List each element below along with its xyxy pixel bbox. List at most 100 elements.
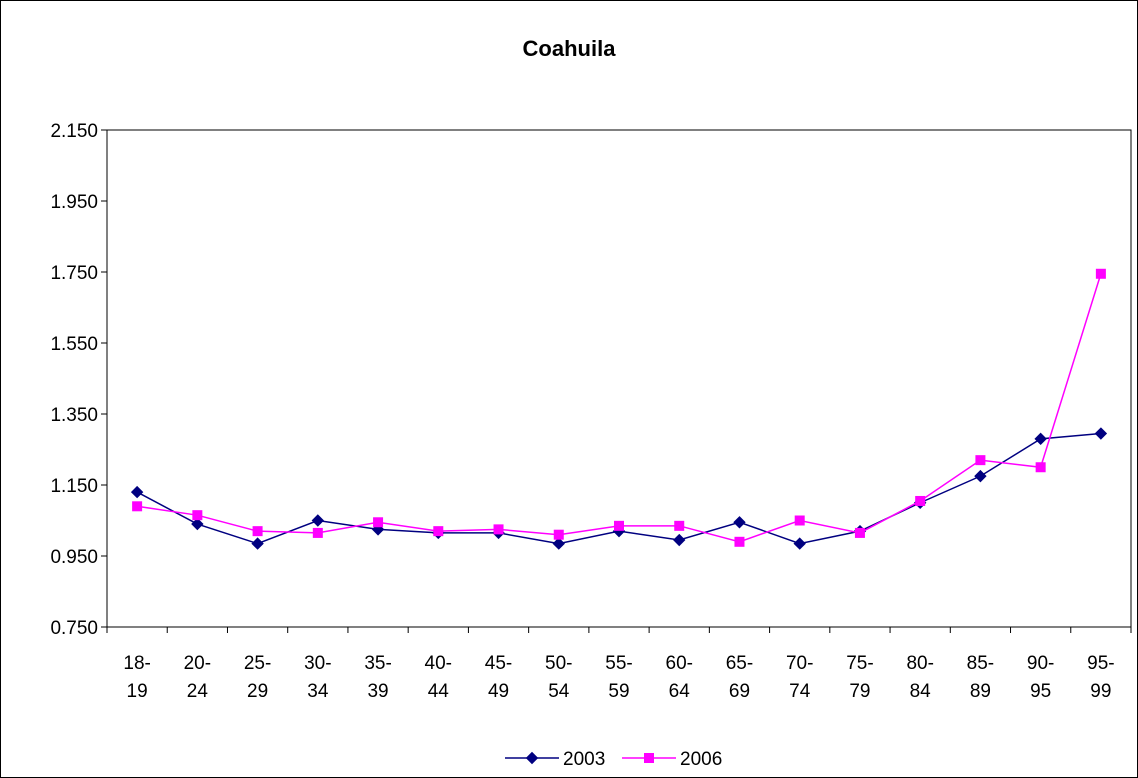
x-tick-label-line: 70-: [786, 653, 813, 674]
x-tick-label-line: 24: [187, 681, 209, 702]
series-point: [975, 455, 986, 466]
x-tick-label-line: 30-: [304, 653, 331, 674]
series-point: [1095, 268, 1106, 279]
x-tick-label-line: 85-: [967, 653, 994, 674]
x-tick-label: 90-95: [1027, 653, 1054, 702]
x-tick-label: 35-39: [364, 653, 391, 702]
legend: 2003 2006: [505, 749, 722, 770]
series-point: [132, 501, 143, 512]
x-tick-label-line: 59: [608, 681, 629, 702]
series-point: [433, 526, 444, 537]
x-tick-label: 85-89: [967, 653, 994, 702]
series-point: [734, 536, 745, 547]
legend-item-2003: 2003: [505, 749, 605, 770]
series-point: [794, 515, 805, 526]
series-point: [793, 537, 806, 550]
x-tick-label-line: 29: [247, 681, 268, 702]
y-tick-label: 0.950: [50, 547, 98, 568]
series-point: [674, 520, 685, 531]
x-tick-label-line: 44: [428, 681, 450, 702]
series-2006: [132, 268, 1106, 547]
axes: [106, 129, 1132, 628]
series-point: [130, 485, 144, 499]
y-tick-label: 1.950: [50, 192, 98, 213]
series-point: [614, 520, 624, 531]
x-tick-label-line: 75-: [846, 653, 873, 674]
series-point: [191, 517, 204, 531]
y-axis-ticks: 0.750 0.950 1.150 1.350 1.550 1.750 1.950 2.150: [50, 121, 107, 639]
x-tick-label-line: 34: [307, 681, 329, 702]
x-tick-label: 55-59: [605, 653, 632, 702]
series-point: [1034, 432, 1047, 446]
x-axis-ticks: 18-1920-2425-2930-3435-3940-4445-4950-54…: [106, 627, 1132, 702]
x-tick-label-line: 65-: [726, 653, 753, 674]
x-tick-label-line: 39: [367, 681, 388, 702]
legend-label: 2006: [680, 749, 722, 770]
x-tick-label-line: 95-: [1087, 653, 1114, 674]
x-tick-label: 45-49: [485, 653, 512, 702]
series-point: [493, 524, 504, 535]
x-tick-label: 70-74: [786, 653, 813, 702]
x-tick-label-line: 20-: [184, 653, 211, 674]
x-tick-label-line: 89: [970, 681, 991, 702]
x-tick-label-line: 60-: [666, 653, 693, 674]
x-tick-label-line: 90-: [1027, 653, 1054, 674]
x-tick-label: 30-34: [304, 653, 331, 702]
legend-label: 2003: [563, 749, 605, 770]
x-tick-label: 25-29: [244, 653, 271, 702]
x-tick-label-line: 79: [849, 681, 870, 702]
y-tick-label: 1.150: [50, 476, 98, 497]
series-point: [1094, 427, 1108, 440]
x-tick-label-line: 54: [548, 681, 570, 702]
series-point: [644, 753, 654, 763]
series-point: [525, 751, 539, 765]
chart-title: Coahuila: [523, 36, 617, 61]
plot-area: [106, 129, 1132, 628]
y-tick-label: 1.550: [50, 334, 98, 355]
series-point: [854, 527, 865, 538]
x-tick-label: 60-64: [666, 653, 693, 702]
x-tick-label: 75-79: [846, 653, 873, 702]
series-point: [673, 533, 686, 547]
y-tick-label: 1.350: [50, 405, 98, 426]
x-tick-label: 50-54: [545, 653, 572, 702]
series-point: [1035, 462, 1046, 473]
x-tick-label-line: 45-: [485, 653, 512, 674]
series-layer: [130, 268, 1108, 550]
series-point: [552, 537, 565, 550]
x-tick-label: 95-99: [1087, 653, 1114, 702]
x-tick-label: 65-69: [726, 653, 753, 702]
legend-item-2006: 2006: [622, 749, 722, 770]
x-tick-label-line: 50-: [545, 653, 572, 674]
x-tick-label-line: 49: [488, 681, 509, 702]
series-point: [252, 526, 263, 537]
series-point: [974, 469, 987, 483]
series-point: [312, 527, 323, 538]
x-tick-label-line: 40-: [425, 653, 452, 674]
y-tick-label: 1.750: [50, 263, 98, 284]
y-tick-label: 2.150: [50, 121, 98, 142]
series-point: [373, 517, 384, 528]
x-tick-label-line: 95: [1030, 681, 1051, 702]
series-point: [733, 516, 746, 529]
x-tick-label-line: 74: [789, 681, 811, 702]
series-point: [251, 537, 264, 550]
x-tick-label-line: 35-: [364, 653, 391, 674]
series-point: [915, 495, 926, 506]
x-tick-label-line: 69: [729, 681, 750, 702]
x-tick-label: 18-19: [123, 653, 150, 702]
x-tick-label-line: 18-: [123, 653, 150, 674]
x-tick-label-line: 64: [669, 681, 691, 702]
x-tick-label: 20-24: [184, 653, 211, 702]
x-tick-label-line: 84: [910, 681, 932, 702]
x-tick-label-line: 55-: [605, 653, 632, 674]
series-point: [192, 510, 203, 521]
x-tick-label: 80-84: [906, 653, 933, 702]
x-tick-label-line: 80-: [906, 653, 933, 674]
x-tick-label-line: 25-: [244, 653, 271, 674]
series-point: [311, 514, 325, 527]
x-tick-label: 40-44: [425, 653, 452, 702]
x-tick-label-line: 19: [127, 681, 148, 702]
x-tick-label-line: 99: [1090, 681, 1111, 702]
